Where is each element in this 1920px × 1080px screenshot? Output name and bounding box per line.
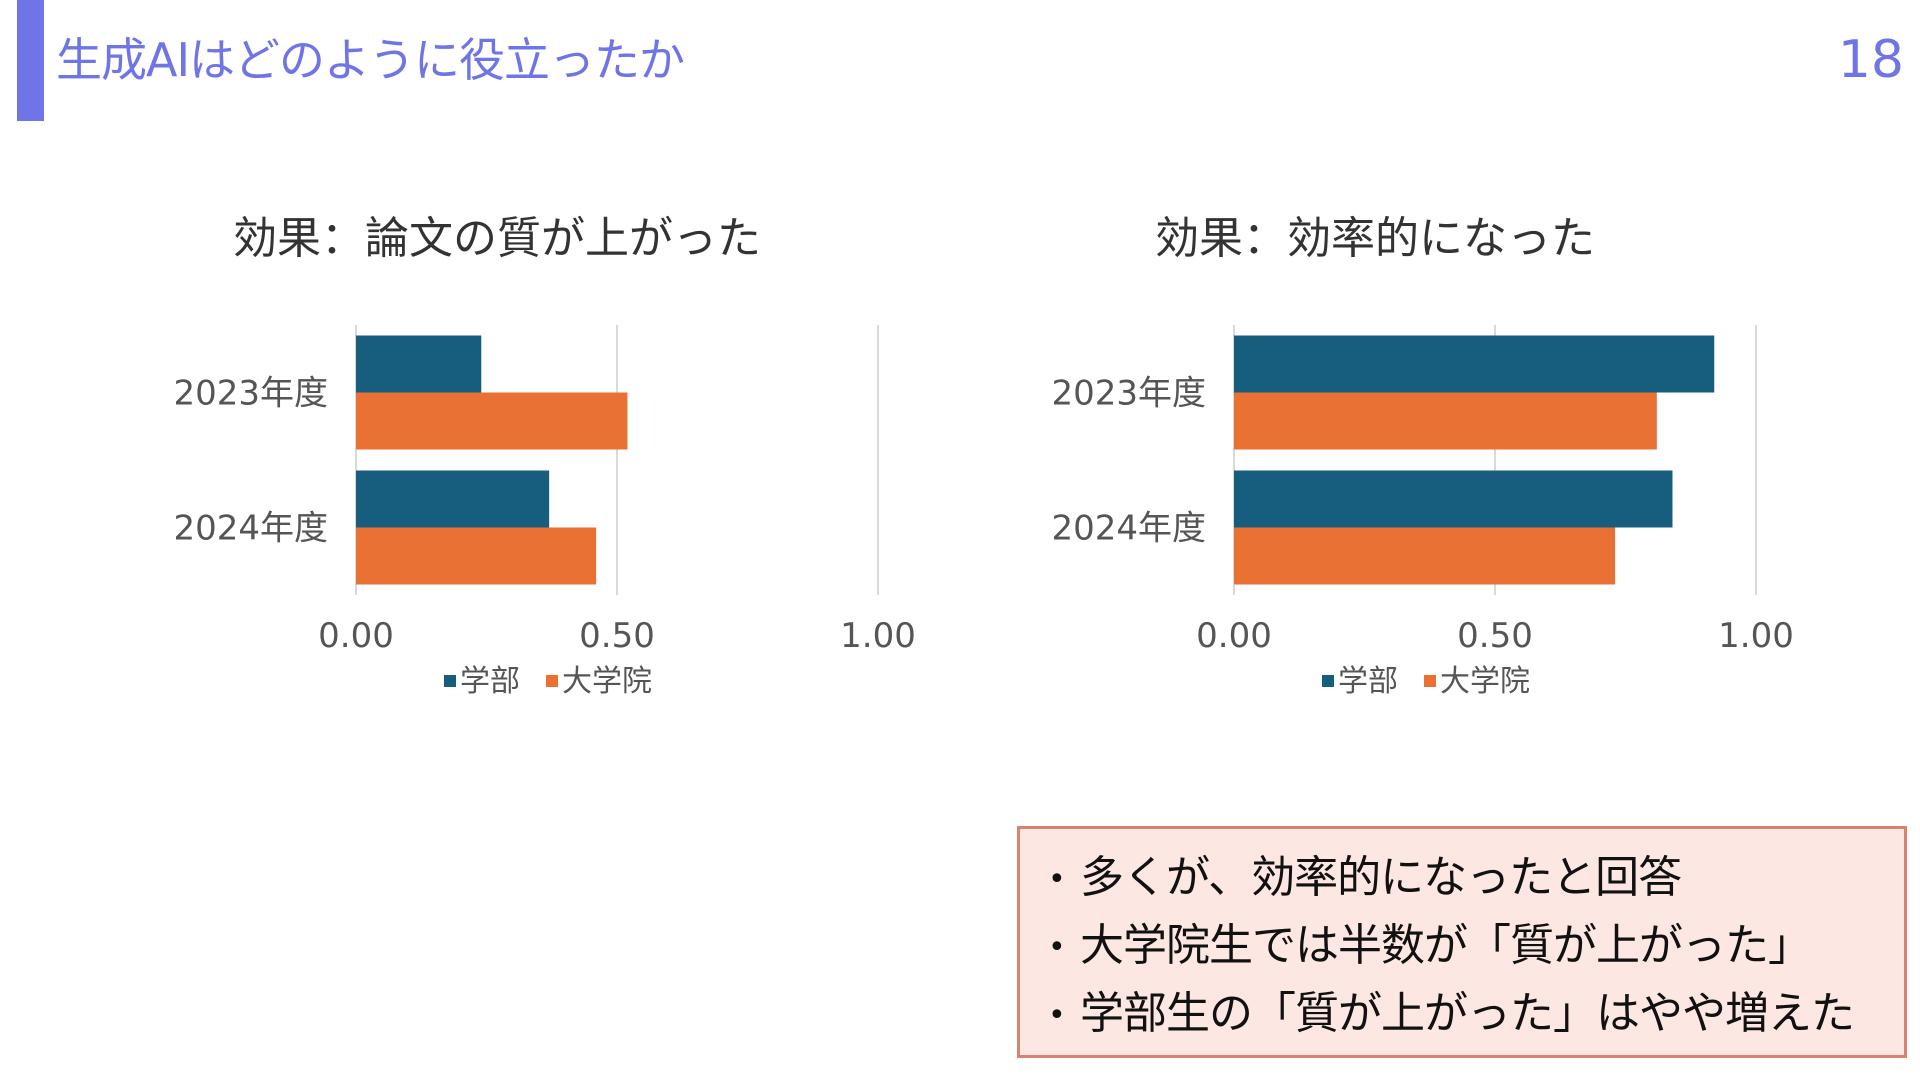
title-accent-bar <box>17 0 44 121</box>
bar-学部-2024年度 <box>356 470 550 528</box>
slide-title: 生成AIはどのように役立ったか <box>56 33 685 87</box>
legend-label: 大学院 <box>1440 664 1530 699</box>
x-tick-label: 0.00 <box>1196 616 1272 656</box>
legend-label: 学部 <box>1338 664 1398 699</box>
bar-大学院-2024年度 <box>1234 527 1616 585</box>
bullet-icon: • <box>1048 998 1066 1033</box>
summary-list: • 多くが、効率的になったと回答 • 大学院生では半数が「質が上がった」 • 学部生の… <box>1048 845 1904 1049</box>
summary-item: • 学部生の「質が上がった」はやや増えた <box>1048 981 1904 1049</box>
x-tick-label: 0.50 <box>1457 616 1533 656</box>
summary-item-text: 学部生の「質が上がった」はやや増えた <box>1080 988 1855 1039</box>
chart-paper-quality: 効果：論文の質が上がった 0.00 0.50 1.00 2023年度 2024年度学部 大学… <box>110 205 950 765</box>
page-number: 18 <box>1837 30 1904 90</box>
summary-item-text: 多くが、効率的になったと回答 <box>1080 852 1682 903</box>
x-tick-label: 0.00 <box>318 616 394 656</box>
bar-学部-2023年度 <box>1234 335 1715 393</box>
legend-label: 学部 <box>460 664 520 699</box>
y-category-label: 2024年度 <box>173 509 328 549</box>
legend-swatch <box>1322 675 1334 687</box>
summary-note-box: • 多くが、効率的になったと回答 • 大学院生では半数が「質が上がった」 • 学部生の… <box>1017 826 1907 1058</box>
chart-title: 効果：効率的になった <box>1155 213 1595 264</box>
bar-学部-2023年度 <box>356 335 482 393</box>
bar-大学院-2024年度 <box>356 527 597 585</box>
y-category-label: 2024年度 <box>1051 509 1206 549</box>
x-tick-label: 1.00 <box>1718 616 1794 656</box>
chart-title: 効果：論文の質が上がった <box>233 213 761 264</box>
summary-item-text: 大学院生では半数が「質が上がった」 <box>1080 920 1812 971</box>
legend-swatch <box>444 675 456 687</box>
summary-item: • 多くが、効率的になったと回答 <box>1048 845 1904 913</box>
legend-label: 大学院 <box>562 664 652 699</box>
summary-item: • 大学院生では半数が「質が上がった」 <box>1048 913 1904 981</box>
bar-大学院-2023年度 <box>356 392 628 450</box>
x-tick-label: 1.00 <box>840 616 916 656</box>
chart-efficiency: 効果：効率的になった 0.00 0.50 1.00 2023年度 2024年度学部 大学院 <box>988 205 1828 765</box>
y-category-label: 2023年度 <box>1051 374 1206 414</box>
bullet-icon: • <box>1048 862 1066 897</box>
bar-大学院-2023年度 <box>1234 392 1657 450</box>
bar-学部-2024年度 <box>1234 470 1673 528</box>
bullet-icon: • <box>1048 930 1066 965</box>
x-tick-label: 0.50 <box>579 616 655 656</box>
legend-swatch <box>546 675 558 687</box>
y-category-label: 2023年度 <box>173 374 328 414</box>
legend-swatch <box>1424 675 1436 687</box>
